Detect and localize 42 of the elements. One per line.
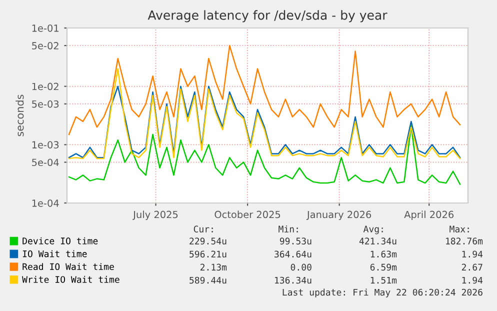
text: Min: — [278, 225, 298, 232]
text: 182.76m — [446, 238, 483, 244]
x-tick-label: July 2025 — [132, 210, 178, 220]
text: 0.00 — [290, 264, 312, 271]
text: Last update: Fri May 22 06:20:24 2026 — [282, 288, 482, 298]
chart-title: Average latency for /dev/sda - by year — [148, 10, 388, 22]
x-tick-label: January 2026 — [306, 210, 372, 220]
text: 596.21u — [190, 250, 226, 258]
text: 1.94 — [462, 250, 483, 258]
legend-label: Device IO time — [22, 237, 98, 244]
text: 1.63m — [370, 250, 397, 258]
y-tick-label: 1e-03 — [32, 141, 59, 148]
line-series — [68, 44, 461, 136]
text: 136.34u — [275, 276, 312, 284]
text: 1.94 — [462, 276, 483, 284]
text: 6.59m — [370, 264, 397, 271]
text: Avg: — [363, 226, 383, 234]
legend-label: Write IO Wait time — [22, 276, 120, 283]
text: 2.13m — [200, 264, 227, 271]
legend-label: IO Wait time — [22, 250, 87, 258]
text: 99.53u — [280, 238, 312, 244]
x-tick-label: April 2026 — [404, 210, 454, 220]
legend-label: Read IO Wait time — [22, 263, 114, 270]
line-series — [68, 125, 461, 185]
x-tick-label: October 2025 — [214, 210, 280, 218]
text: 421.34u — [359, 238, 396, 244]
y-tick-label: 5e-02 — [32, 42, 58, 50]
text: 229.54u — [190, 238, 226, 244]
y-tick-label: 1e-01 — [32, 24, 58, 32]
y-tick-label: 5e-04 — [32, 158, 59, 166]
y-tick-label: 1e-02 — [32, 82, 58, 90]
line-series — [68, 68, 461, 160]
text: 1.51m — [370, 276, 397, 284]
text: Cur: — [194, 226, 213, 232]
y-axis-title: seconds — [16, 94, 24, 136]
text: 589.44u — [190, 276, 226, 284]
text: Max: — [450, 226, 469, 232]
line-series — [68, 86, 461, 158]
y-tick-label: 5e-03 — [32, 100, 59, 108]
text: 2.67 — [462, 264, 482, 271]
text: 364.64u — [274, 250, 312, 258]
y-tick-label: 1e-04 — [32, 199, 59, 207]
